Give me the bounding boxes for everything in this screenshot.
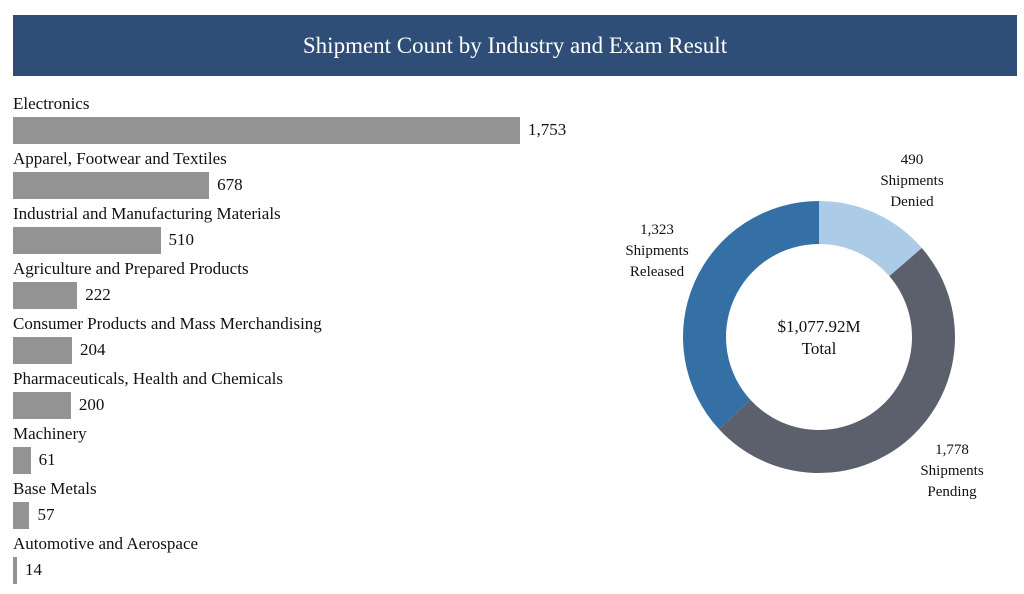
category-label: Base Metals xyxy=(13,479,97,498)
value-label: 14 xyxy=(25,560,43,579)
donut-center: $1,077.92M Total xyxy=(777,317,861,358)
category-label: Electronics xyxy=(13,94,90,113)
donut-slice-0 xyxy=(819,201,922,277)
bar xyxy=(13,227,161,254)
bar xyxy=(13,502,30,529)
label-denied: 490 Shipments Denied xyxy=(880,152,944,210)
value-label: 1,753 xyxy=(528,120,567,139)
donut-slice-2 xyxy=(683,201,819,430)
label-released: 1,323 Shipments Released xyxy=(625,222,689,280)
value-label: 678 xyxy=(217,175,243,194)
value-label: 204 xyxy=(80,340,106,359)
chart-title: Shipment Count by Industry and Exam Resu… xyxy=(13,15,1017,76)
bar xyxy=(13,117,520,144)
bar xyxy=(13,337,72,364)
value-label: 222 xyxy=(85,285,111,304)
category-label: Machinery xyxy=(13,424,87,443)
category-label: Agriculture and Prepared Products xyxy=(13,259,249,278)
label-pending: 1,778 Shipments Pending xyxy=(920,442,984,500)
value-label: 510 xyxy=(168,230,195,249)
value-label: 61 xyxy=(38,450,56,469)
category-label: Pharmaceuticals, Health and Chemicals xyxy=(13,369,284,388)
bar xyxy=(13,392,71,419)
donut-slice-1 xyxy=(718,247,955,473)
bar xyxy=(13,282,78,309)
category-label: Consumer Products and Mass Merchandising xyxy=(13,314,322,333)
category-label: Industrial and Manufacturing Materials xyxy=(13,204,281,223)
value-label: 200 xyxy=(78,395,105,414)
category-label: Apparel, Footwear and Textiles xyxy=(13,149,227,168)
category-label: Automotive and Aerospace xyxy=(13,534,199,553)
bar xyxy=(13,447,31,474)
value-label: 57 xyxy=(37,505,55,524)
bar xyxy=(13,557,18,584)
bar xyxy=(13,172,210,199)
